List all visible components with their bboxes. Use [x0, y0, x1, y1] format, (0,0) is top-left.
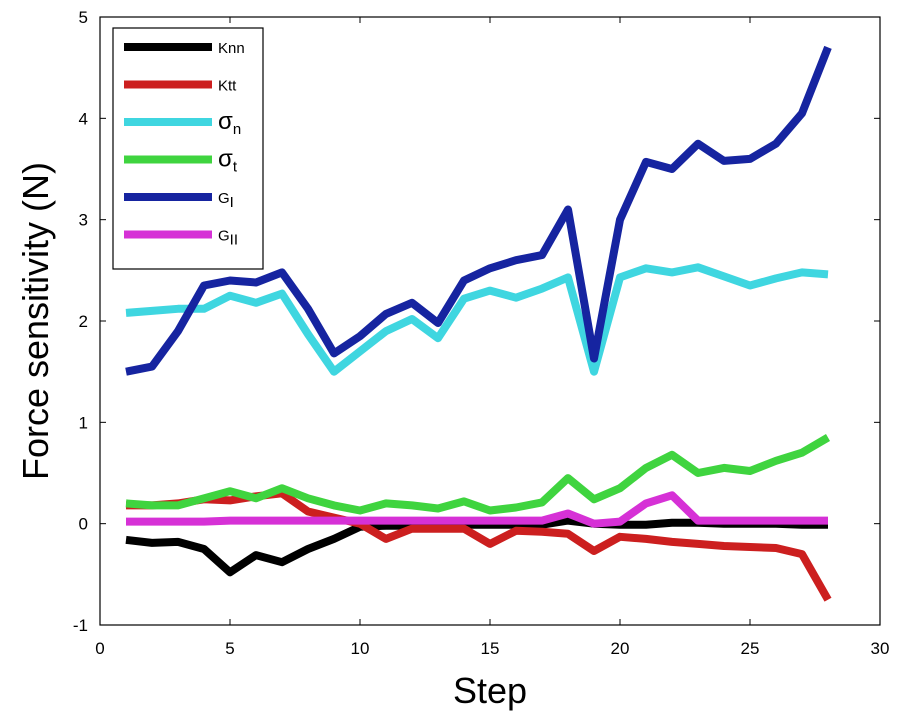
legend-entry-3: σt: [218, 146, 238, 176]
x-tick-label: 25: [741, 639, 760, 658]
x-tick-label: 20: [611, 639, 630, 658]
x-tick-label: 10: [351, 639, 370, 658]
series-line-3: [125, 434, 831, 515]
legend: Knn Ktt σn σt GI GII: [112, 27, 264, 270]
y-tick-label: 4: [79, 109, 88, 128]
axis-ticks: 0 5 10 15 20 25 30 -1 0 1 2 3 4 5: [73, 8, 890, 658]
series-line-5: [126, 491, 828, 528]
x-tick-label: 5: [225, 639, 234, 658]
series-line-2: [125, 263, 829, 376]
y-tick-label: 0: [79, 515, 88, 534]
y-tick-label: 5: [79, 8, 88, 27]
x-tick-label: 30: [871, 639, 890, 658]
y-tick-label: -1: [73, 616, 88, 635]
legend-entry-2: σn: [218, 108, 241, 138]
x-tick-label: 15: [481, 639, 500, 658]
x-tick-label: 0: [95, 639, 104, 658]
y-tick-label: 3: [79, 211, 88, 230]
y-tick-label: 2: [79, 312, 88, 331]
legend-entry-1: Ktt: [218, 78, 237, 95]
y-axis-label: Force sensitivity (N): [15, 162, 56, 480]
legend-box: [112, 27, 264, 270]
series-layer: [125, 45, 832, 602]
x-axis-label: Step: [453, 670, 527, 711]
legend-entry-4: GI: [218, 190, 234, 211]
series-line-4: [125, 45, 832, 376]
legend-entry-0: Knn: [218, 40, 245, 57]
legend-entry-5: GII: [218, 228, 238, 249]
y-tick-label: 1: [79, 413, 88, 432]
